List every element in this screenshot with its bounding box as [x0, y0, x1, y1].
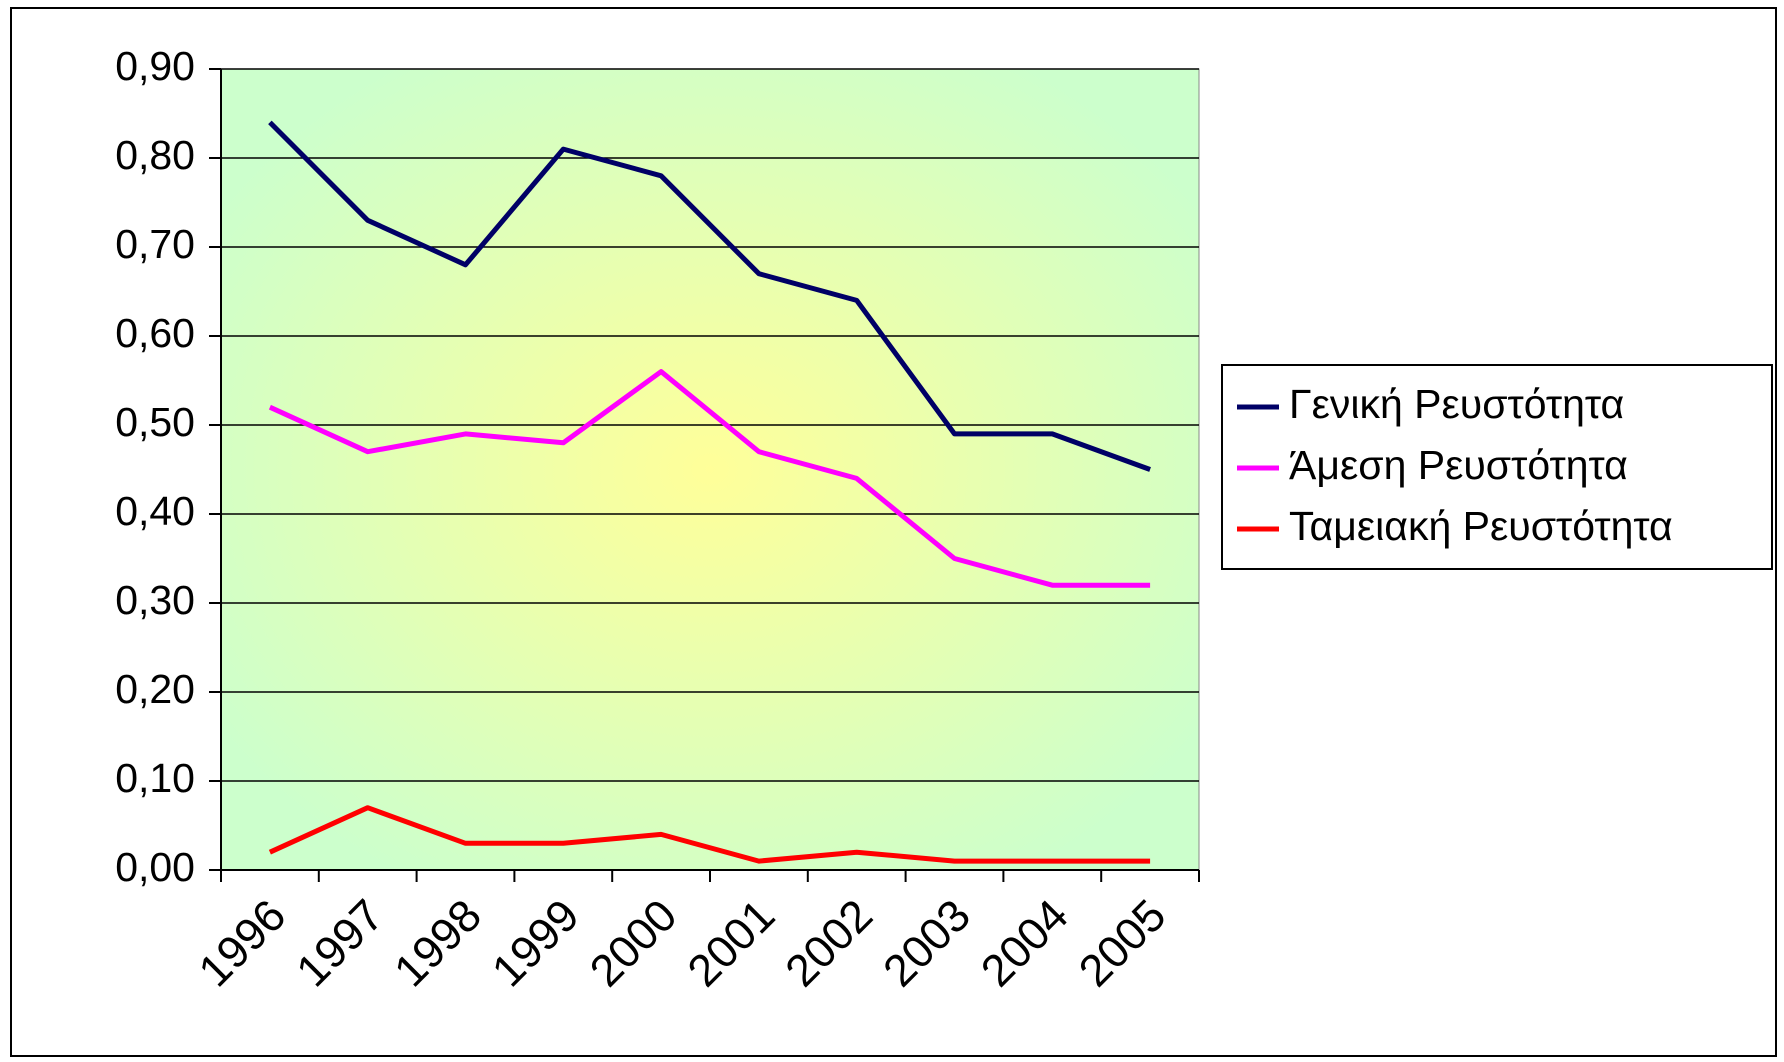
y-tick-label: 0,40 — [115, 488, 195, 534]
y-tick-label: 0,50 — [115, 399, 195, 445]
series-line — [268, 369, 1151, 588]
y-tick-label: 0,60 — [115, 310, 195, 356]
legend-label: Άμεση Ρευστότητα — [1289, 442, 1628, 488]
y-tick-label: 0,90 — [115, 43, 195, 89]
y-tick-label: 0,70 — [115, 221, 195, 267]
y-tick-label: 0,10 — [115, 755, 195, 801]
legend-box — [1221, 364, 1773, 570]
y-tick-label: 0,20 — [115, 666, 195, 712]
y-tick-label: 0,30 — [115, 577, 195, 623]
series-line — [268, 120, 1151, 472]
y-tick-label: 0,00 — [115, 844, 195, 890]
legend-label: Γενική Ρευστότητα — [1289, 381, 1624, 427]
legend-label: Ταμειακή Ρευστότητα — [1289, 503, 1673, 549]
y-tick-label: 0,80 — [115, 132, 195, 178]
series-line — [268, 805, 1151, 864]
plot-area — [220, 68, 1200, 871]
